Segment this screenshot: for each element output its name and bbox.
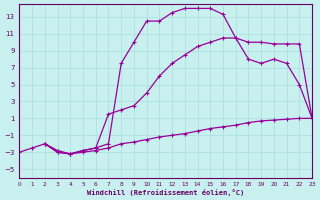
X-axis label: Windchill (Refroidissement éolien,°C): Windchill (Refroidissement éolien,°C) <box>87 189 244 196</box>
